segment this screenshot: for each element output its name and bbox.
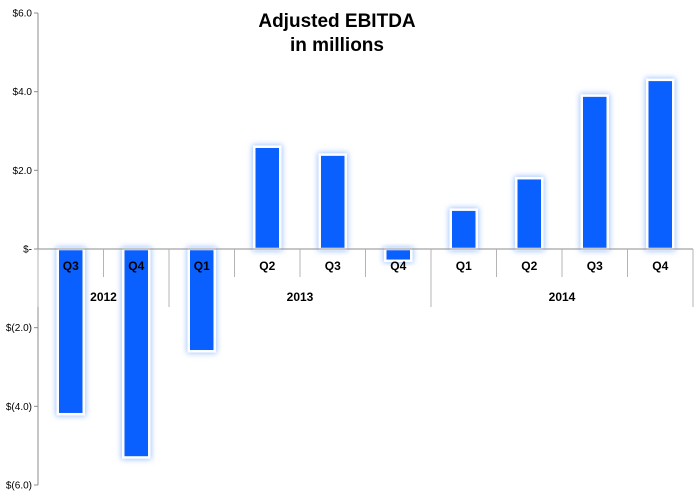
- y-tick-label: $4.0: [13, 87, 33, 98]
- y-tick-label: $2.0: [13, 166, 33, 177]
- x-tick-label: Q4: [128, 259, 144, 273]
- bar: [646, 78, 675, 251]
- x-axis: Q3 Q4 Q1 Q2 Q3 Q4 Q1 Q2 Q3 Q4 2012 2013 2014: [37, 248, 694, 307]
- x-tick-label: Q2: [259, 259, 275, 273]
- y-axis: $6.0 $4.0 $2.0 $- $(2.0) $(4.0) $(6.0): [6, 9, 39, 492]
- x-tick-label: Q4: [390, 259, 406, 273]
- bar: [253, 145, 282, 251]
- year-label: 2013: [287, 290, 314, 304]
- y-tick-label: $6.0: [13, 9, 33, 20]
- x-tick-label: Q1: [194, 259, 210, 273]
- bar: [515, 176, 544, 251]
- year-label: 2012: [90, 290, 117, 304]
- x-tick-label: Q2: [521, 259, 537, 273]
- year-label: 2014: [549, 290, 576, 304]
- bar: [449, 208, 478, 251]
- y-tick-label: $(6.0): [6, 481, 32, 492]
- bar: [580, 94, 609, 251]
- x-tick-label: Q4: [652, 259, 668, 273]
- y-tick-label: $-: [23, 245, 32, 256]
- y-tick-label: $(2.0): [6, 323, 32, 334]
- bars: [55, 77, 676, 460]
- bar: [56, 247, 85, 416]
- y-tick-label: $(4.0): [6, 402, 32, 413]
- bar: [122, 247, 151, 459]
- x-tick-label: Q1: [456, 259, 472, 273]
- chart-subtitle: in millions: [290, 35, 384, 56]
- x-tick-label: Q3: [63, 259, 79, 273]
- x-tick-label: Q3: [325, 259, 341, 273]
- chart-title: Adjusted EBITDA: [258, 11, 416, 32]
- bar: [318, 153, 347, 251]
- x-tick-label: Q3: [587, 259, 603, 273]
